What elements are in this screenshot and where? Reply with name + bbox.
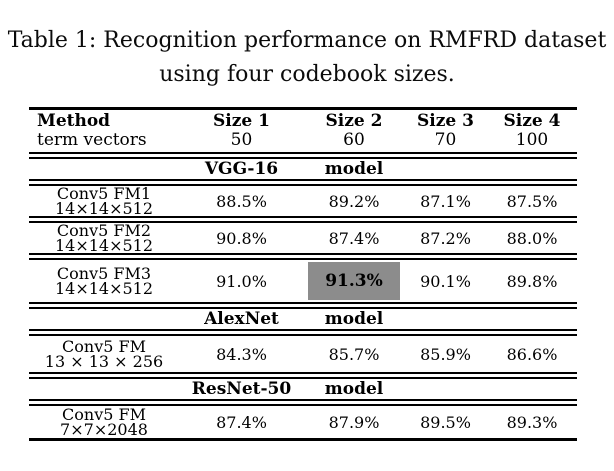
value-cell: 84.3% xyxy=(216,344,267,364)
caption-line-2: using four codebook sizes. xyxy=(159,62,455,87)
value-cell-highlighted: 91.3% xyxy=(304,260,404,302)
value-cell: 85.9% xyxy=(420,344,471,364)
value-cell: 89.3% xyxy=(506,412,558,432)
row-label-cell: Conv5 FM2 14×14×512 xyxy=(29,221,179,255)
value-cell: 87.4% xyxy=(216,412,267,432)
model-word: model xyxy=(324,159,384,179)
row-dims: 14×14×512 xyxy=(54,236,154,255)
section-header-resnet50: ResNet-50 model xyxy=(29,379,577,399)
header-size4-value: 100 xyxy=(515,130,549,150)
header-method-sub: term vectors xyxy=(37,130,147,150)
top-rule xyxy=(29,107,577,110)
separator xyxy=(29,152,577,159)
bottom-rule xyxy=(29,438,577,441)
empty-cell xyxy=(404,159,487,179)
results-table: Method term vectors Size 1 50 Size 2 60 … xyxy=(29,107,577,441)
table-row-resnet50-conv5-fm: Conv5 FM 7×7×2048 87.4% 87.9% 89.5% 89.3… xyxy=(29,406,577,438)
header-size3-label: Size 3 xyxy=(417,111,474,131)
table-row-conv5-fm3: Conv5 FM3 14×14×512 91.0% 91.3% 90.1% 89… xyxy=(29,260,577,302)
best-result-highlight: 91.3% xyxy=(308,262,400,300)
row-dims: 13 × 13 × 256 xyxy=(44,352,164,371)
value-cell: 85.7% xyxy=(328,344,380,364)
header-size3-cell: Size 3 70 xyxy=(404,110,487,152)
value-cell: 87.4% xyxy=(328,228,380,248)
header-size4-label: Size 4 xyxy=(503,111,561,131)
empty-cell xyxy=(487,159,577,179)
separator xyxy=(29,302,577,309)
header-size1-value: 50 xyxy=(230,130,253,150)
table-caption: Table 1: Recognition performance on RMFR… xyxy=(0,24,614,92)
header-size3-value: 70 xyxy=(434,130,457,150)
separator xyxy=(29,329,577,336)
model-name-alexnet: AlexNet xyxy=(204,309,279,329)
row-label-cell: Conv5 FM 7×7×2048 xyxy=(29,406,179,438)
row-dims: 14×14×512 xyxy=(54,279,154,298)
table-row-alexnet-conv5-fm: Conv5 FM 13 × 13 × 256 84.3% 85.7% 85.9%… xyxy=(29,336,577,372)
model-word: model xyxy=(324,309,384,329)
value-cell: 88.5% xyxy=(216,191,267,211)
empty-cell xyxy=(29,159,179,179)
header-size1-cell: Size 1 50 xyxy=(179,110,304,152)
value-cell: 89.5% xyxy=(420,412,471,432)
value-cell: 91.0% xyxy=(216,271,267,291)
empty-cell xyxy=(487,309,577,329)
separator xyxy=(29,253,577,260)
row-dims: 7×7×2048 xyxy=(60,420,148,439)
separator xyxy=(29,179,577,186)
header-method-label: Method xyxy=(37,111,111,131)
value-cell: 90.1% xyxy=(420,271,471,291)
header-size4-cell: Size 4 100 xyxy=(487,110,577,152)
value-cell: 88.0% xyxy=(506,228,558,248)
separator xyxy=(29,216,577,223)
empty-cell xyxy=(487,379,577,399)
value-cell: 89.8% xyxy=(506,271,558,291)
separator xyxy=(29,399,577,406)
section-header-vgg16: VGG-16 model xyxy=(29,159,577,179)
model-word: model xyxy=(324,379,384,399)
row-name: Conv5 FM xyxy=(62,405,146,424)
section-header-alexnet: AlexNet model xyxy=(29,309,577,329)
row-name: Conv5 FM3 xyxy=(56,264,152,283)
value-cell: 87.1% xyxy=(420,191,471,211)
model-name-vgg16: VGG-16 xyxy=(204,159,279,179)
header-method-cell: Method term vectors xyxy=(29,110,179,152)
value-cell: 87.5% xyxy=(506,191,558,211)
header-size2-cell: Size 2 60 xyxy=(304,110,404,152)
separator xyxy=(29,372,577,379)
row-name: Conv5 FM xyxy=(62,337,146,356)
empty-cell xyxy=(404,379,487,399)
value-cell: 87.9% xyxy=(328,412,380,432)
row-dims: 14×14×512 xyxy=(54,199,154,218)
empty-cell xyxy=(404,309,487,329)
row-name: Conv5 FM2 xyxy=(56,221,152,240)
value-cell: 89.2% xyxy=(328,191,380,211)
table-row-conv5-fm1: Conv5 FM1 14×14×512 88.5% 89.2% 87.1% 87… xyxy=(29,184,577,218)
header-size2-label: Size 2 xyxy=(325,111,383,131)
table-row-conv5-fm2: Conv5 FM2 14×14×512 90.8% 87.4% 87.2% 88… xyxy=(29,221,577,255)
value-cell: 90.8% xyxy=(216,228,267,248)
header-size1-label: Size 1 xyxy=(213,111,270,131)
value-cell: 86.6% xyxy=(506,344,558,364)
row-name: Conv5 FM1 xyxy=(56,184,152,203)
value-cell: 87.2% xyxy=(420,228,471,248)
table-header-row: Method term vectors Size 1 50 Size 2 60 … xyxy=(29,110,577,152)
model-name-resnet50: ResNet-50 xyxy=(191,379,292,399)
row-label-cell: Conv5 FM1 14×14×512 xyxy=(29,184,179,218)
header-size2-value: 60 xyxy=(343,130,365,150)
row-label-cell: Conv5 FM 13 × 13 × 256 xyxy=(29,336,179,372)
caption-line-1: Table 1: Recognition performance on RMFR… xyxy=(7,28,607,53)
row-label-cell: Conv5 FM3 14×14×512 xyxy=(29,260,179,302)
empty-cell xyxy=(29,379,179,399)
empty-cell xyxy=(29,309,179,329)
